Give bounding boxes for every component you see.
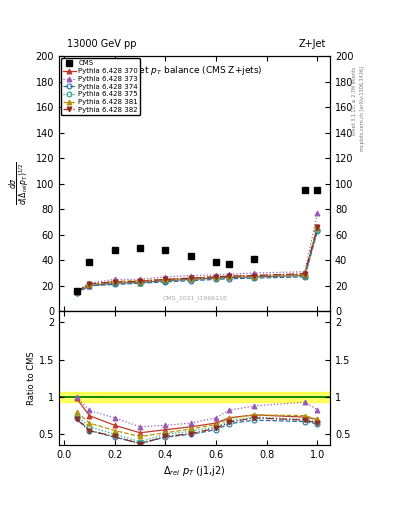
CMS [112, 247, 117, 253]
Pythia 6.428 382 [214, 274, 219, 280]
Pythia 6.428 375 [87, 282, 92, 288]
Y-axis label: Ratio to CMS: Ratio to CMS [27, 352, 36, 405]
Line: Pythia 6.428 374: Pythia 6.428 374 [74, 228, 320, 296]
Pythia 6.428 370 [138, 280, 142, 286]
Pythia 6.428 374 [188, 278, 193, 284]
Pythia 6.428 370 [74, 289, 79, 295]
Pythia 6.428 374 [303, 274, 307, 280]
CMS [226, 261, 231, 267]
Pythia 6.428 381 [315, 223, 320, 229]
Pythia 6.428 382 [112, 279, 117, 285]
Pythia 6.428 370 [252, 274, 257, 280]
Pythia 6.428 382 [315, 224, 320, 230]
Pythia 6.428 374 [315, 228, 320, 234]
Pythia 6.428 370 [226, 274, 231, 281]
Pythia 6.428 382 [138, 278, 142, 284]
Legend: CMS, Pythia 6.428 370, Pythia 6.428 373, Pythia 6.428 374, Pythia 6.428 375, Pyt: CMS, Pythia 6.428 370, Pythia 6.428 373,… [61, 58, 140, 115]
Pythia 6.428 382 [303, 270, 307, 276]
Pythia 6.428 375 [163, 278, 168, 284]
Pythia 6.428 375 [315, 227, 320, 233]
Pythia 6.428 375 [303, 272, 307, 279]
Pythia 6.428 374 [226, 275, 231, 282]
Pythia 6.428 375 [74, 290, 79, 296]
Pythia 6.428 382 [188, 275, 193, 281]
Line: CMS: CMS [73, 187, 321, 294]
Pythia 6.428 382 [74, 288, 79, 294]
Pythia 6.428 381 [188, 275, 193, 281]
Pythia 6.428 382 [163, 276, 168, 283]
Line: Pythia 6.428 373: Pythia 6.428 373 [74, 210, 320, 293]
Text: Dijet $p_T$ balance (CMS Z+jets): Dijet $p_T$ balance (CMS Z+jets) [127, 64, 263, 77]
Pythia 6.428 375 [226, 274, 231, 281]
Pythia 6.428 381 [163, 276, 168, 283]
Pythia 6.428 382 [226, 273, 231, 279]
Text: Z+Jet: Z+Jet [299, 38, 326, 49]
CMS [303, 187, 307, 193]
Pythia 6.428 373 [163, 274, 168, 280]
Pythia 6.428 373 [138, 276, 142, 283]
Pythia 6.428 373 [303, 269, 307, 275]
Pythia 6.428 381 [74, 289, 79, 295]
Pythia 6.428 374 [138, 280, 142, 286]
Pythia 6.428 373 [226, 271, 231, 278]
Pythia 6.428 382 [252, 272, 257, 279]
Pythia 6.428 375 [138, 280, 142, 286]
Y-axis label: $\frac{d\sigma}{d(\Delta_{rel}p_T)^{1/2}}$: $\frac{d\sigma}{d(\Delta_{rel}p_T)^{1/2}… [7, 162, 33, 205]
CMS [74, 288, 79, 294]
Pythia 6.428 373 [252, 270, 257, 276]
Pythia 6.428 374 [74, 290, 79, 296]
Pythia 6.428 373 [188, 272, 193, 279]
CMS [163, 247, 168, 253]
Pythia 6.428 373 [87, 280, 92, 286]
Pythia 6.428 374 [252, 275, 257, 281]
Pythia 6.428 374 [163, 279, 168, 285]
Pythia 6.428 381 [112, 278, 117, 284]
Pythia 6.428 375 [214, 275, 219, 281]
Pythia 6.428 381 [303, 271, 307, 278]
Pythia 6.428 373 [112, 276, 117, 283]
Line: Pythia 6.428 382: Pythia 6.428 382 [74, 225, 320, 294]
Pythia 6.428 373 [74, 288, 79, 294]
X-axis label: $\Delta_{rel}$ $p_T$ (j1,j2): $\Delta_{rel}$ $p_T$ (j1,j2) [163, 464, 226, 479]
Text: Rivet 3.1.10, ≥ 2.7M events: Rivet 3.1.10, ≥ 2.7M events [352, 67, 357, 135]
Bar [59, 392, 330, 402]
CMS [252, 256, 257, 262]
CMS [188, 253, 193, 260]
Pythia 6.428 382 [87, 281, 92, 287]
Pythia 6.428 370 [163, 278, 168, 284]
Pythia 6.428 381 [214, 274, 219, 280]
Pythia 6.428 374 [112, 282, 117, 288]
Pythia 6.428 370 [315, 225, 320, 231]
Pythia 6.428 370 [214, 275, 219, 281]
Line: Pythia 6.428 375: Pythia 6.428 375 [74, 227, 320, 295]
Text: CMS_2021_I1966118: CMS_2021_I1966118 [162, 295, 227, 301]
Pythia 6.428 370 [112, 280, 117, 286]
Pythia 6.428 375 [112, 280, 117, 286]
Text: mcplots.cern.ch [arXiv:1306.3436]: mcplots.cern.ch [arXiv:1306.3436] [360, 67, 365, 152]
Pythia 6.428 374 [214, 276, 219, 283]
CMS [138, 244, 142, 250]
Pythia 6.428 373 [315, 210, 320, 216]
Pythia 6.428 381 [252, 272, 257, 279]
CMS [87, 259, 92, 265]
Line: Pythia 6.428 370: Pythia 6.428 370 [74, 226, 320, 294]
Pythia 6.428 370 [303, 272, 307, 279]
Pythia 6.428 381 [138, 278, 142, 284]
Pythia 6.428 375 [252, 274, 257, 280]
Pythia 6.428 370 [87, 283, 92, 289]
Text: 13000 GeV pp: 13000 GeV pp [67, 38, 136, 49]
Pythia 6.428 381 [226, 273, 231, 279]
Pythia 6.428 374 [87, 283, 92, 289]
Pythia 6.428 370 [188, 276, 193, 283]
Pythia 6.428 381 [87, 282, 92, 288]
Line: Pythia 6.428 381: Pythia 6.428 381 [74, 223, 320, 294]
CMS [214, 259, 219, 265]
Pythia 6.428 375 [188, 276, 193, 283]
CMS [315, 187, 320, 193]
Pythia 6.428 373 [214, 272, 219, 278]
